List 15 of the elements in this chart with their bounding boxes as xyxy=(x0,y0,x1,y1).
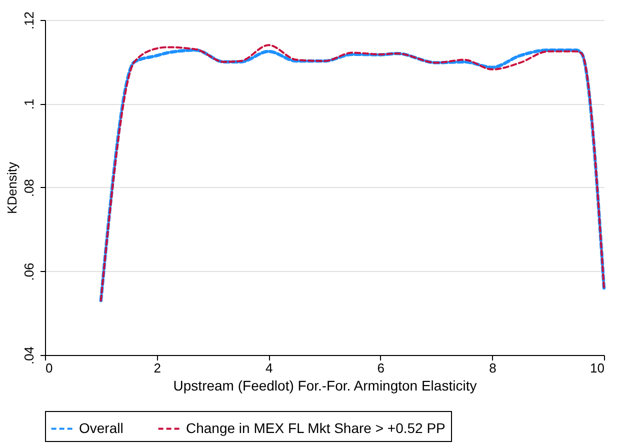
x-tick-label: 6 xyxy=(377,360,385,376)
x-tick-label: 4 xyxy=(265,360,273,376)
legend-label: Overall xyxy=(79,420,124,436)
y-tick-label: .08 xyxy=(22,178,36,198)
y-tick-label: .04 xyxy=(22,346,36,365)
y-axis-title: KDensity xyxy=(4,161,20,214)
x-tick-label: 10 xyxy=(590,360,604,376)
y-tick-label: .1 xyxy=(22,98,36,110)
legend-label: Change in MEX FL Mkt Share > +0.52 PP xyxy=(186,420,446,436)
y-tick-label: .12 xyxy=(22,11,36,30)
x-tick-label: 0 xyxy=(46,360,53,376)
x-tick-label: 2 xyxy=(154,360,161,376)
x-tick-label: 8 xyxy=(489,360,496,376)
x-axis-title: Upstream (Feedlot) For.-For. Armington Elasticity xyxy=(173,378,477,394)
y-tick-label: .06 xyxy=(22,262,36,281)
